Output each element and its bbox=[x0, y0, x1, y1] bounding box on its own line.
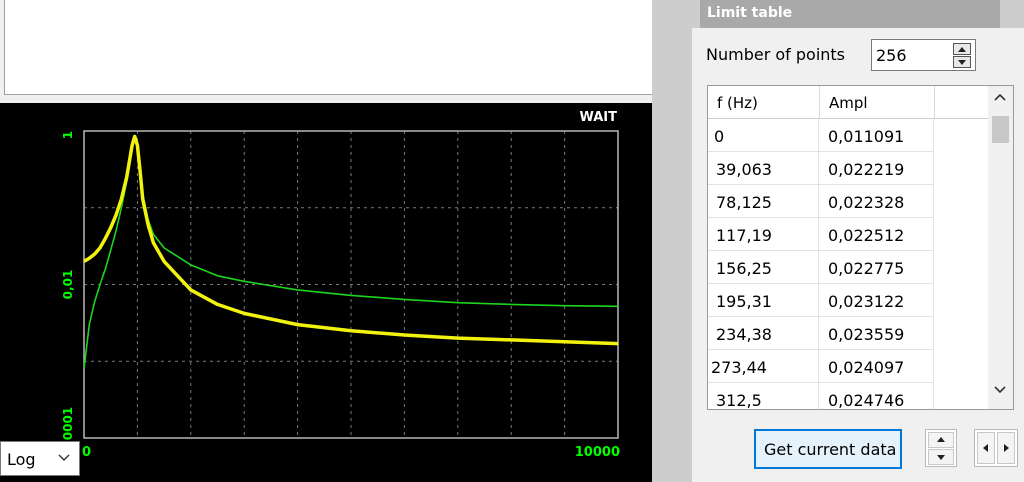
num-points-spinner[interactable]: 256 bbox=[871, 39, 976, 71]
cell-frequency[interactable]: 312,5 bbox=[708, 383, 819, 409]
series-line-yellow bbox=[83, 134, 619, 346]
text-area[interactable] bbox=[4, 0, 684, 95]
cell-amplitude[interactable]: 0,023559 bbox=[819, 317, 934, 350]
x-tick-label: 10000 bbox=[575, 445, 620, 460]
triangle-left-icon bbox=[983, 444, 988, 452]
table-row[interactable]: 312,5 0,024746 bbox=[708, 383, 988, 409]
table-row[interactable]: 0 0,011091 bbox=[708, 119, 988, 152]
triangle-up-icon bbox=[958, 47, 966, 52]
table-row[interactable]: 273,44 0,024097 bbox=[708, 350, 988, 383]
cell-amplitude[interactable]: 0,022328 bbox=[819, 185, 934, 218]
cell-amplitude[interactable]: 0,022775 bbox=[819, 251, 934, 284]
table-row[interactable]: 78,125 0,022328 bbox=[708, 185, 988, 218]
x-tick-label: 0 bbox=[82, 445, 91, 460]
right-panel: Limit table Number of points 256 f (Hz) … bbox=[652, 0, 1024, 482]
cell-frequency[interactable]: 234,38 bbox=[708, 317, 819, 350]
get-current-data-button[interactable]: Get current data bbox=[754, 429, 902, 469]
cell-frequency[interactable]: 0 bbox=[708, 119, 819, 152]
cell-frequency[interactable]: 117,19 bbox=[708, 218, 819, 251]
decrement-button[interactable] bbox=[953, 56, 971, 68]
chevron-down-icon bbox=[58, 454, 70, 461]
cell-frequency[interactable]: 156,25 bbox=[708, 251, 819, 284]
table-row[interactable]: 39,063 0,022219 bbox=[708, 152, 988, 185]
column-left-right-spinner[interactable] bbox=[974, 429, 1018, 467]
scale-dropdown[interactable]: Log bbox=[0, 441, 80, 476]
table-row[interactable]: 234,38 0,023559 bbox=[708, 317, 988, 350]
cell-amplitude[interactable]: 0,011091 bbox=[819, 119, 934, 152]
column-header-amplitude[interactable]: Ampl bbox=[829, 94, 868, 112]
cell-amplitude[interactable]: 0,024746 bbox=[819, 383, 934, 409]
num-points-label: Number of points bbox=[706, 45, 846, 64]
table-scrollbar[interactable] bbox=[988, 86, 1013, 409]
cell-frequency[interactable]: 195,31 bbox=[708, 284, 819, 317]
triangle-down-icon bbox=[958, 60, 966, 65]
y-tick-label: 0,01 bbox=[61, 270, 75, 300]
cell-frequency[interactable]: 273,44 bbox=[708, 350, 819, 383]
increment-button[interactable] bbox=[953, 43, 971, 55]
triangle-up-icon bbox=[937, 437, 945, 442]
cell-frequency[interactable]: 39,063 bbox=[708, 152, 819, 185]
chart-status-label: WAIT bbox=[579, 110, 617, 125]
limit-table: f (Hz) Ampl 0 0,011091 39,063 0,022219 7… bbox=[707, 85, 1014, 410]
column-header-frequency[interactable]: f (Hz) bbox=[717, 94, 758, 112]
table-header: f (Hz) Ampl bbox=[708, 86, 988, 119]
column-right-button[interactable] bbox=[997, 432, 1015, 464]
get-current-data-label: Get current data bbox=[764, 440, 897, 459]
top-pane bbox=[0, 0, 690, 103]
triangle-right-icon bbox=[1004, 444, 1009, 452]
num-points-value: 256 bbox=[876, 46, 907, 65]
table-row[interactable]: 156,25 0,022775 bbox=[708, 251, 988, 284]
column-left-button[interactable] bbox=[977, 432, 995, 464]
cell-amplitude[interactable]: 0,023122 bbox=[819, 284, 934, 317]
scale-dropdown-value: Log bbox=[7, 450, 36, 469]
table-row[interactable]: 195,31 0,023122 bbox=[708, 284, 988, 317]
y-tick-label: 1 bbox=[61, 131, 75, 139]
limit-table-header: Limit table bbox=[700, 0, 1000, 28]
triangle-down-icon bbox=[937, 455, 945, 460]
column-divider[interactable] bbox=[819, 86, 820, 119]
cell-amplitude[interactable]: 0,022512 bbox=[819, 218, 934, 251]
cell-frequency[interactable]: 78,125 bbox=[708, 185, 819, 218]
limit-table-title: Limit table bbox=[707, 5, 793, 21]
chart-panel: 1 0,01 0,0001 0 10000 WAIT bbox=[0, 103, 652, 482]
cell-amplitude[interactable]: 0,024097 bbox=[819, 350, 934, 383]
row-up-down-spinner[interactable] bbox=[925, 429, 957, 467]
plot-frame bbox=[83, 130, 619, 439]
limit-table-panel: Number of points 256 f (Hz) Ampl 0 0,011… bbox=[692, 28, 1024, 482]
row-down-button[interactable] bbox=[928, 449, 954, 465]
column-divider[interactable] bbox=[934, 86, 935, 119]
row-up-button[interactable] bbox=[928, 432, 954, 448]
scrollbar-thumb[interactable] bbox=[992, 116, 1009, 143]
table-row[interactable]: 117,19 0,022512 bbox=[708, 218, 988, 251]
cell-amplitude[interactable]: 0,022219 bbox=[819, 152, 934, 185]
scroll-up-icon[interactable] bbox=[994, 93, 1006, 101]
scroll-down-icon[interactable] bbox=[994, 386, 1006, 394]
